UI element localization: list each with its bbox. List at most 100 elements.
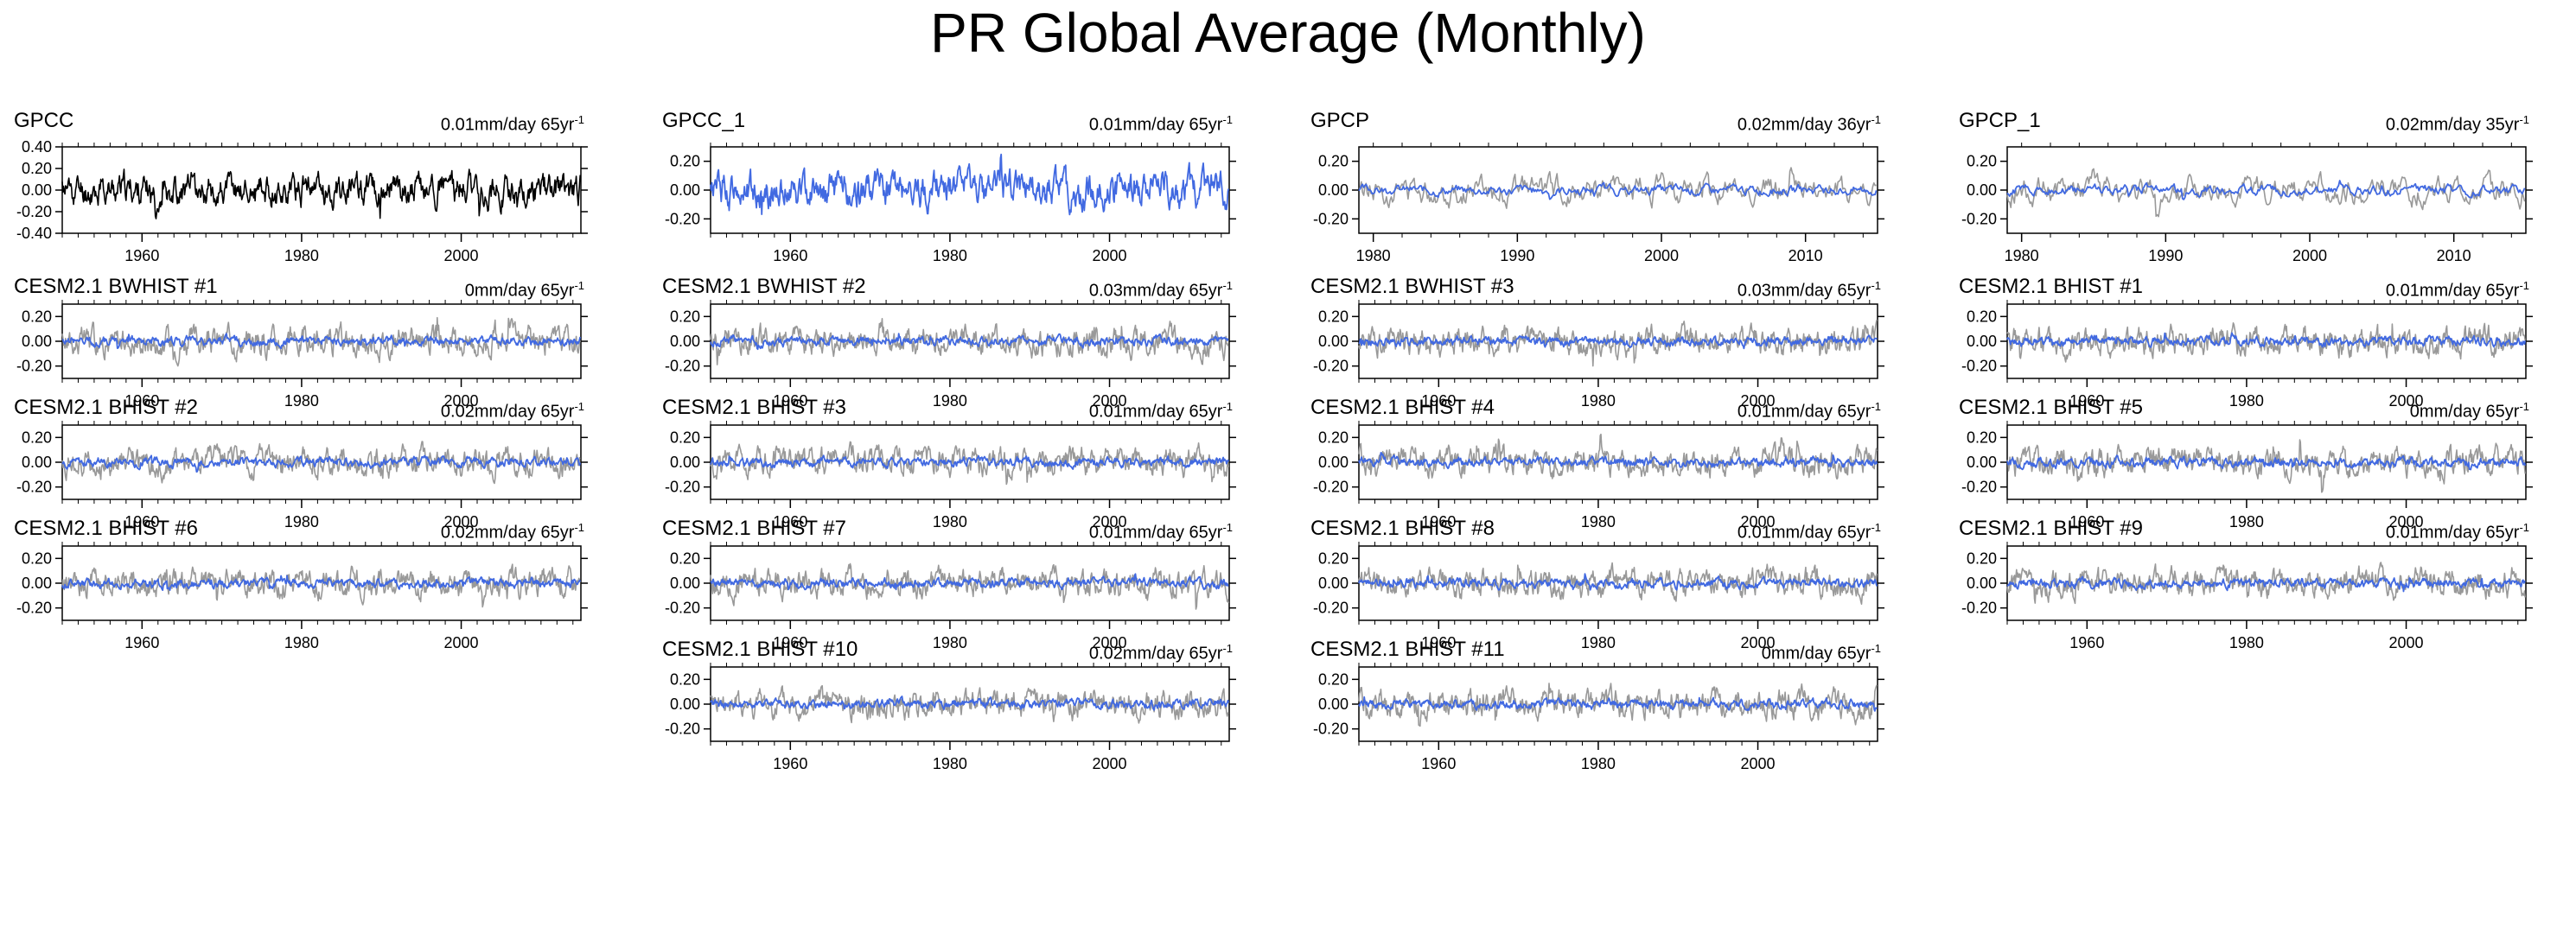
x-tick-label: 1980	[284, 634, 319, 651]
panel-1: GPCC 0.01mm/day 65yr-1 1960 1980 2000 -0.40 -0…	[7, 109, 595, 273]
trend-exponent: -1	[574, 521, 584, 534]
panel-trend: 0.01mm/day 65yr-1	[2386, 517, 2529, 544]
trend-value: 0mm/day 65yr	[2409, 402, 2520, 422]
panel-title: CESM2.1 BHIST #11	[1310, 638, 1505, 661]
panel-4: GPCP_1 0.02mm/day 35yr-1 1980 1990 2000 2010 -…	[1952, 109, 2540, 273]
x-tick-label: 1980	[2229, 392, 2264, 410]
series-line-model-blue	[1358, 181, 1878, 200]
series-line-model-blue	[2006, 332, 2527, 348]
trend-value: 0.03mm/day 65yr	[1088, 281, 1223, 301]
panel-title: CESM2.1 BWHIST #3	[1310, 275, 1514, 298]
panel-plot: 1980 1990 2000 2010 -0.20 0.00 0.20	[1961, 143, 2533, 264]
panel-17: CESM2.1 BHIST #10 0.02mm/day 65yr-1 1960 19…	[655, 638, 1243, 802]
trend-value: 0.01mm/day 65yr	[1737, 523, 1871, 543]
trend-value: 0.01mm/day 65yr	[440, 115, 575, 135]
trend-exponent: -1	[1222, 642, 1233, 655]
x-tick-label: 1990	[2148, 247, 2183, 264]
series-line-model-blue	[2006, 180, 2526, 200]
panel-trend: 0.02mm/day 65yr-1	[441, 396, 584, 423]
panel-plot: 1960 1980 2000 -0.20 0.00 0.20	[1313, 542, 1884, 651]
plot-frame	[2006, 146, 2527, 234]
panel-plot: 1960 1980 2000 -0.20 0.00 0.20	[665, 143, 1236, 264]
series-line-model-gray	[2006, 439, 2526, 493]
x-tick-label: 1960	[2069, 392, 2104, 410]
trend-exponent: -1	[2519, 113, 2529, 126]
y-tick-label: -0.20	[1313, 210, 1349, 227]
x-tick-label: 1960	[2069, 634, 2104, 651]
panel-trend: 0.03mm/day 65yr-1	[1738, 275, 1881, 302]
y-tick-label: -0.20	[1313, 721, 1349, 738]
trend-exponent: -1	[1222, 113, 1233, 126]
trend-value: 0.02mm/day 35yr	[2385, 115, 2520, 135]
panel-trend: 0mm/day 65yr-1	[465, 275, 584, 302]
trend-exponent: -1	[1871, 113, 1881, 126]
x-tick-label: 1960	[2069, 513, 2104, 530]
trend-value: 0.02mm/day 65yr	[440, 523, 575, 543]
panel-10: CESM2.1 BHIST #3 0.01mm/day 65yr-1 1960 198…	[655, 396, 1243, 560]
series-line-model-gray	[1358, 167, 1877, 209]
panel-trend: 0.03mm/day 65yr-1	[1089, 275, 1233, 302]
x-tick-label: 1980	[2005, 247, 2039, 264]
panel-plot: 1960 1980 2000 -0.20 0.00 0.20	[665, 300, 1236, 410]
trend-value: 0.01mm/day 65yr	[1088, 115, 1223, 135]
trend-value: 0.01mm/day 65yr	[2385, 281, 2520, 301]
y-tick-label: 0.20	[670, 549, 700, 567]
x-tick-label: 2000	[2389, 513, 2424, 530]
panel-11: CESM2.1 BHIST #4 0.01mm/day 65yr-1 1960 198…	[1304, 396, 1891, 560]
y-tick-label: 0.00	[1967, 181, 1997, 199]
panel-trend: 0.01mm/day 65yr-1	[1738, 517, 1881, 544]
panel-title: CESM2.1 BWHIST #2	[662, 275, 866, 298]
panel-7: CESM2.1 BWHIST #3 0.03mm/day 65yr-1 1960 19…	[1304, 275, 1891, 439]
x-tick-label: 1980	[933, 247, 967, 264]
series-line-model-gray	[710, 441, 1229, 486]
panel-plot: 1960 1980 2000 -0.20 0.00 0.20	[665, 421, 1236, 530]
series-line-model-blue	[61, 454, 582, 473]
x-tick-label: 2000	[1741, 392, 1776, 410]
x-tick-label: 1990	[1500, 247, 1534, 264]
x-tick-label: 1960	[773, 247, 807, 264]
panel-title: GPCC_1	[662, 109, 746, 132]
series-line-obs	[61, 168, 581, 219]
panel-title: CESM2.1 BHIST #8	[1310, 517, 1495, 540]
y-tick-label: 0.00	[1318, 333, 1349, 350]
y-tick-label: -0.20	[665, 600, 700, 617]
trend-exponent: -1	[2519, 521, 2529, 534]
trend-exponent: -1	[1222, 521, 1233, 534]
panel-trend: 0.01mm/day 65yr-1	[441, 109, 584, 137]
y-tick-label: -0.20	[1961, 358, 1997, 375]
x-tick-label: 1980	[933, 392, 967, 410]
y-tick-label: 0.00	[670, 575, 700, 592]
y-tick-label: 0.00	[22, 454, 52, 471]
x-tick-label: 1980	[1581, 634, 1616, 651]
panel-trend: 0mm/day 65yr-1	[1762, 638, 1881, 665]
y-tick-label: 0.20	[670, 429, 700, 446]
panel-5: CESM2.1 BWHIST #1 0mm/day 65yr-1 1960 1980 2…	[7, 275, 595, 439]
panel-plot: 1960 1980 2000 -0.40 -0.20 0.00 0.20 0.40	[16, 138, 588, 264]
series-line-model-gray	[2006, 562, 2526, 605]
panel-plot: 1960 1980 2000 -0.20 0.00 0.20	[16, 421, 588, 530]
panel-trend: 0.01mm/day 65yr-1	[2386, 275, 2529, 302]
x-tick-label: 2000	[1093, 755, 1127, 772]
panel-plot: 1960 1980 2000 -0.20 0.00 0.20	[16, 542, 588, 651]
trend-value: 0.01mm/day 65yr	[2385, 523, 2520, 543]
series-line-model-blue	[1358, 334, 1878, 350]
panel-title: CESM2.1 BWHIST #1	[14, 275, 218, 298]
x-tick-label: 1980	[1581, 755, 1616, 772]
y-tick-label: 0.20	[1318, 670, 1349, 688]
plot-frame	[1358, 146, 1878, 234]
y-tick-label: 0.00	[670, 695, 700, 713]
trend-exponent: -1	[1871, 400, 1881, 413]
x-tick-label: 2000	[1093, 634, 1127, 651]
series-line-model-blue	[2006, 454, 2527, 471]
x-tick-label: 1960	[124, 392, 159, 410]
series-line-model-gray	[61, 316, 581, 367]
x-tick-label: 1960	[1421, 392, 1456, 410]
y-tick-label: -0.20	[665, 210, 700, 227]
x-tick-label: 1960	[773, 513, 807, 530]
trend-exponent: -1	[574, 400, 584, 413]
panel-title: CESM2.1 BHIST #6	[14, 517, 198, 540]
x-tick-label: 2000	[2389, 634, 2424, 651]
trend-exponent: -1	[1871, 642, 1881, 655]
x-tick-label: 1960	[124, 634, 159, 651]
trend-exponent: -1	[574, 279, 584, 292]
